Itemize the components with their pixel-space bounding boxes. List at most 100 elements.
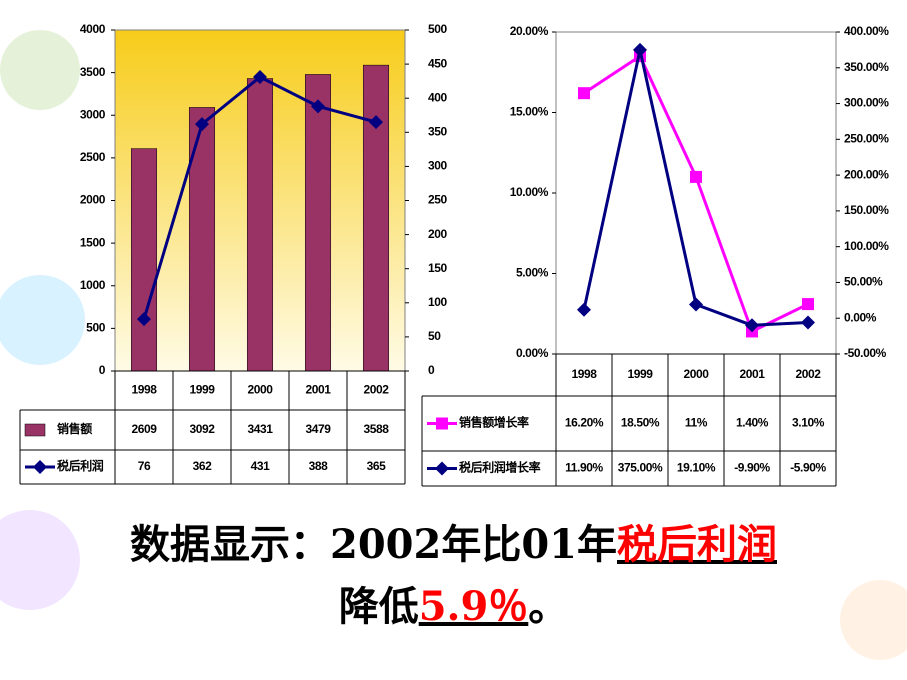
legend-label: 税后利润 <box>57 458 104 473</box>
marker <box>195 117 209 132</box>
y-tick-label: 1000 <box>80 278 106 292</box>
y2-tick-label: 150 <box>428 261 448 275</box>
x-tick-label: 1999 <box>627 367 653 381</box>
x-tick-label: 2001 <box>305 383 331 397</box>
x-tick-label: 2001 <box>739 367 765 381</box>
table-value: 431 <box>251 459 271 473</box>
marker <box>311 99 325 114</box>
table-value: 365 <box>367 459 387 473</box>
table-value: 3588 <box>363 422 389 436</box>
marker <box>137 312 151 327</box>
decoration <box>0 30 907 660</box>
y-tick-label: 0 <box>99 363 106 377</box>
y2-tick-label: 400 <box>428 90 448 104</box>
table-value: -5.90% <box>790 461 826 475</box>
y2-tick-label: 350 <box>428 124 448 138</box>
y2-tick-label: 250.00% <box>844 132 889 146</box>
table-value: -9.90% <box>734 461 770 475</box>
caption-text: 降低 <box>338 583 419 630</box>
marker <box>689 297 703 312</box>
marker <box>578 87 590 100</box>
legend-label: 销售额增长率 <box>459 415 529 430</box>
marker <box>801 315 815 330</box>
y2-tick-label: 500 <box>428 22 448 36</box>
legend-marker <box>436 417 448 430</box>
bar <box>130 148 158 372</box>
y2-tick-label: 100 <box>428 295 448 309</box>
y2-tick-label: 100.00% <box>844 239 889 253</box>
marker <box>577 302 591 317</box>
y-tick-label: 10.00% <box>510 185 549 199</box>
y-tick-label: 20.00% <box>510 24 549 38</box>
y2-tick-label: 200 <box>428 227 448 241</box>
x-tick-label: 1998 <box>571 367 597 381</box>
caption-line-2: 降低5.9％。 <box>0 574 907 632</box>
table-value: 18.50% <box>621 416 660 430</box>
x-tick-label: 2002 <box>795 367 821 381</box>
legend-label: 销售额 <box>57 421 92 436</box>
bar <box>304 74 332 372</box>
bar <box>188 107 216 372</box>
y-tick-label: 2000 <box>80 193 106 207</box>
y-tick-label: 2500 <box>80 150 106 164</box>
y-tick-label: 3500 <box>80 65 106 79</box>
table-value: 1.40% <box>736 416 769 430</box>
x-tick-label: 1999 <box>189 383 215 397</box>
x-tick-label: 1998 <box>131 383 157 397</box>
table-value: 16.20% <box>565 416 604 430</box>
y-tick-label: 500 <box>86 321 106 335</box>
y2-tick-label: 150.00% <box>844 203 889 217</box>
marker <box>690 170 702 183</box>
x-tick-label: 2000 <box>683 367 709 381</box>
table-value: 375.00% <box>618 461 663 475</box>
table-value: 3092 <box>189 422 215 436</box>
y2-tick-label: 350.00% <box>844 60 889 74</box>
table-value: 2609 <box>131 422 157 436</box>
bar <box>246 78 274 372</box>
caption-highlight: 5.9％ <box>418 583 529 630</box>
table-value: 3479 <box>305 422 331 436</box>
y2-tick-label: 300.00% <box>844 96 889 110</box>
caption-text: 数据显示：2002年比01年 <box>130 521 617 568</box>
y2-tick-label: 250 <box>428 193 448 207</box>
y2-tick-label: 0.00% <box>844 310 877 324</box>
y2-tick-label: 450 <box>428 56 448 70</box>
marker <box>745 318 759 333</box>
bar <box>362 64 390 372</box>
x-tick-label: 2000 <box>247 383 273 397</box>
y-tick-label: 5.00% <box>516 266 549 280</box>
y2-tick-label: 200.00% <box>844 167 889 181</box>
y2-tick-label: 50.00% <box>844 275 883 289</box>
table-value: 388 <box>309 459 329 473</box>
table-value: 3.10% <box>792 416 825 430</box>
y2-tick-label: 0 <box>428 363 435 377</box>
marker <box>253 70 267 85</box>
table-value: 362 <box>193 459 213 473</box>
table-value: 11.90% <box>565 461 603 475</box>
marker <box>802 298 814 311</box>
caption-highlight: 税后利润 <box>617 521 777 568</box>
legend-marker <box>33 460 47 474</box>
table-value: 19.10% <box>677 461 716 475</box>
y-tick-label: 15.00% <box>510 105 549 119</box>
table-value: 3431 <box>247 422 273 436</box>
caption-text: 。 <box>528 583 569 630</box>
y2-tick-label: 50 <box>428 329 441 343</box>
y-tick-label: 1500 <box>80 235 106 249</box>
y-tick-label: 3000 <box>80 107 106 121</box>
table-value: 76 <box>138 459 151 473</box>
table-value: 11% <box>685 416 708 430</box>
legend-label: 税后利润增长率 <box>459 460 541 475</box>
legend-marker <box>435 461 449 476</box>
y2-tick-label: 300 <box>428 159 448 173</box>
caption-line-1: 数据显示：2002年比01年税后利润 <box>0 512 907 570</box>
y2-tick-label: -50.00% <box>844 346 887 360</box>
legend-swatch <box>24 423 46 437</box>
y-tick-label: 4000 <box>80 22 106 36</box>
x-tick-label: 2002 <box>363 383 389 397</box>
marker <box>633 42 647 57</box>
y-tick-label: 0.00% <box>516 346 549 360</box>
y2-tick-label: 400.00% <box>844 24 889 38</box>
